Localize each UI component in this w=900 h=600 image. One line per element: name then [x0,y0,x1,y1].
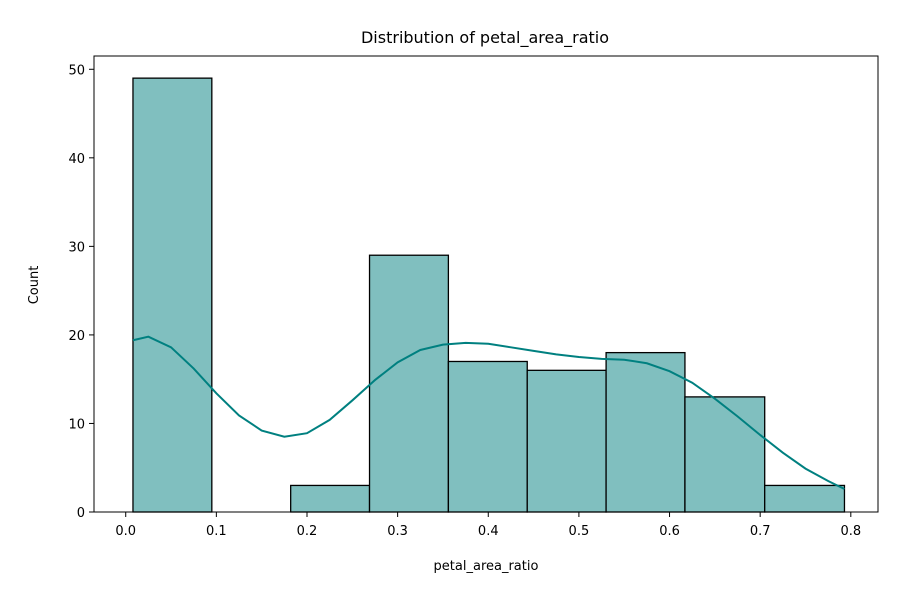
histogram-bar-7 [684,396,766,513]
histogram-bar-3 [368,254,450,513]
kde-curve [132,335,845,490]
y-tick-label: 0 [77,506,85,521]
plot-frame [93,55,879,513]
y-tick-label: 30 [68,240,85,255]
histogram-bar-0 [132,77,213,513]
histogram-bar-8 [764,484,846,513]
x-tick-label: 0.8 [840,524,861,539]
x-tick-label: 0.4 [478,524,499,539]
chart-title: Distribution of petal_area_ratio [361,28,609,48]
x-axis-ticks: 0.0 0.1 0.2 0.3 0.4 0.5 0.6 0.7 0.8 [115,512,861,539]
x-axis-label: petal_area_ratio [434,559,539,574]
x-tick-label: 0.6 [659,524,680,539]
x-tick-label: 0.7 [750,524,771,539]
x-tick-label: 0.1 [206,524,227,539]
x-tick-label: 0.3 [387,524,408,539]
bars-group [132,77,846,513]
y-tick-label: 50 [68,63,85,78]
y-tick-label: 20 [68,329,85,344]
y-tick-label: 10 [68,417,85,432]
histogram-bar-6 [605,351,686,513]
x-tick-label: 0.0 [115,524,136,539]
x-tick-label: 0.5 [569,524,590,539]
y-tick-label: 40 [68,152,85,167]
x-tick-label: 0.2 [297,524,318,539]
y-axis-ticks: 0 10 20 30 40 50 [68,63,94,521]
y-axis-label: Count [27,266,42,305]
histogram-bar-4 [447,360,528,513]
histogram-bar-2 [290,484,371,513]
histogram-bar-5 [526,369,607,513]
